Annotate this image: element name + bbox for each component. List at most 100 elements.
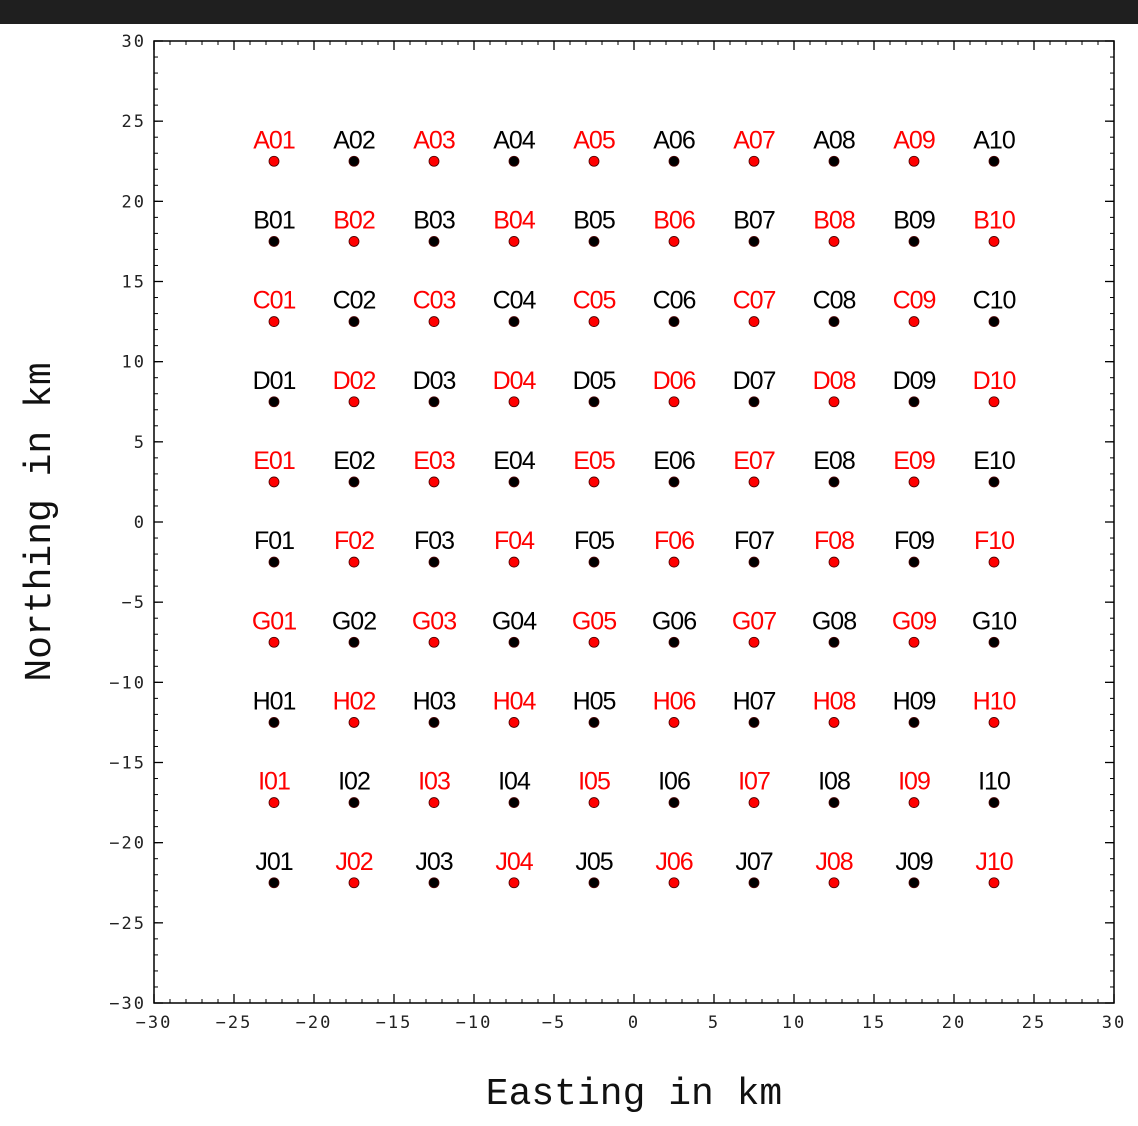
station-point — [348, 556, 360, 568]
station-point — [348, 236, 360, 247]
station-point — [588, 236, 600, 247]
station-label: I04 — [498, 768, 531, 796]
station-label: E03 — [413, 447, 455, 475]
station-point — [508, 316, 520, 327]
x-tick-label: −25 — [216, 1013, 253, 1033]
station-label: E05 — [573, 447, 615, 475]
station-label: E07 — [733, 447, 775, 475]
station-label: E06 — [653, 447, 695, 475]
station-point — [748, 877, 760, 889]
station-point — [668, 556, 680, 568]
station-point — [988, 556, 1000, 568]
y-tick-label: −20 — [109, 834, 146, 854]
station-point — [988, 717, 1000, 728]
station-label: F01 — [254, 527, 294, 555]
station-label: J07 — [735, 848, 772, 876]
station-label: D04 — [493, 367, 537, 395]
station-label: A07 — [733, 126, 775, 154]
station-label: J08 — [815, 848, 852, 876]
station-point — [668, 717, 680, 728]
station-label: G03 — [412, 607, 456, 635]
station-label: H05 — [573, 687, 616, 715]
station-point — [588, 556, 600, 568]
station-label: F03 — [414, 527, 454, 555]
station-point — [268, 236, 280, 247]
station-label: B07 — [733, 206, 775, 234]
station-label: C02 — [333, 287, 376, 315]
station-point — [268, 797, 280, 808]
station-label: I06 — [658, 768, 690, 796]
station-label: E10 — [973, 447, 1015, 475]
station-point — [668, 877, 680, 889]
station-label: G08 — [812, 607, 856, 635]
x-tick-label: 20 — [942, 1013, 966, 1033]
station-label: F06 — [654, 527, 694, 555]
station-point — [348, 316, 360, 327]
station-point — [508, 236, 520, 247]
station-label: F07 — [734, 527, 774, 555]
station-label: C06 — [653, 287, 696, 315]
station-point — [428, 797, 440, 808]
station-point — [988, 316, 1000, 327]
station-point — [988, 155, 1000, 167]
station-point — [508, 636, 520, 648]
station-label: H02 — [333, 687, 376, 715]
station-label: A05 — [573, 126, 615, 154]
station-point — [668, 797, 680, 808]
station-point — [828, 236, 840, 247]
station-label: I01 — [258, 768, 290, 796]
station-label: I08 — [818, 768, 850, 796]
station-point — [828, 155, 840, 167]
station-point — [908, 556, 920, 568]
station-label: C10 — [973, 287, 1016, 315]
station-label: J10 — [975, 848, 1012, 876]
station-point — [908, 236, 920, 247]
station-label: E04 — [493, 447, 536, 475]
station-label: D01 — [253, 367, 296, 395]
station-label: C09 — [893, 287, 936, 315]
station-point — [508, 476, 520, 488]
station-point — [748, 636, 760, 648]
station-label: H03 — [413, 687, 456, 715]
station-label: F05 — [574, 527, 614, 555]
station-point — [748, 556, 760, 568]
y-tick-label: 15 — [122, 273, 146, 293]
y-tick-labels: −30 −25 −20 −15 −10 −5 0 5 10 15 20 25 30 — [109, 32, 146, 1014]
x-tick-label: 10 — [782, 1013, 806, 1033]
station-label: H01 — [253, 687, 296, 715]
station-label: G05 — [572, 607, 616, 635]
station-label: E09 — [893, 447, 935, 475]
station-label: C05 — [573, 287, 616, 315]
station-point — [588, 316, 600, 327]
x-tick-label: 5 — [708, 1013, 720, 1033]
station-label: G04 — [492, 607, 537, 635]
station-point — [748, 316, 760, 327]
station-label: D03 — [413, 367, 456, 395]
station-label: C01 — [253, 287, 296, 315]
station-point — [348, 155, 360, 167]
station-label: B08 — [813, 206, 855, 234]
station-point — [428, 877, 440, 889]
station-point — [828, 797, 840, 808]
station-point — [428, 236, 440, 247]
station-label: A10 — [973, 126, 1015, 154]
station-label: C07 — [733, 287, 776, 315]
station-point — [428, 636, 440, 648]
station-label: F09 — [894, 527, 934, 555]
station-label: G02 — [332, 607, 376, 635]
y-tick-label: 25 — [122, 112, 146, 132]
station-label: A01 — [253, 126, 295, 154]
station-label: I10 — [978, 768, 1010, 796]
station-point — [828, 556, 840, 568]
station-label: E01 — [253, 447, 295, 475]
x-tick-label: −5 — [542, 1013, 566, 1033]
station-label: H04 — [493, 687, 537, 715]
station-label: J05 — [575, 848, 612, 876]
station-label: J03 — [415, 848, 452, 876]
station-label: B10 — [973, 206, 1015, 234]
station-point — [428, 556, 440, 568]
station-point — [988, 396, 1000, 408]
plot-frame — [153, 40, 1115, 1004]
station-point — [588, 877, 600, 889]
